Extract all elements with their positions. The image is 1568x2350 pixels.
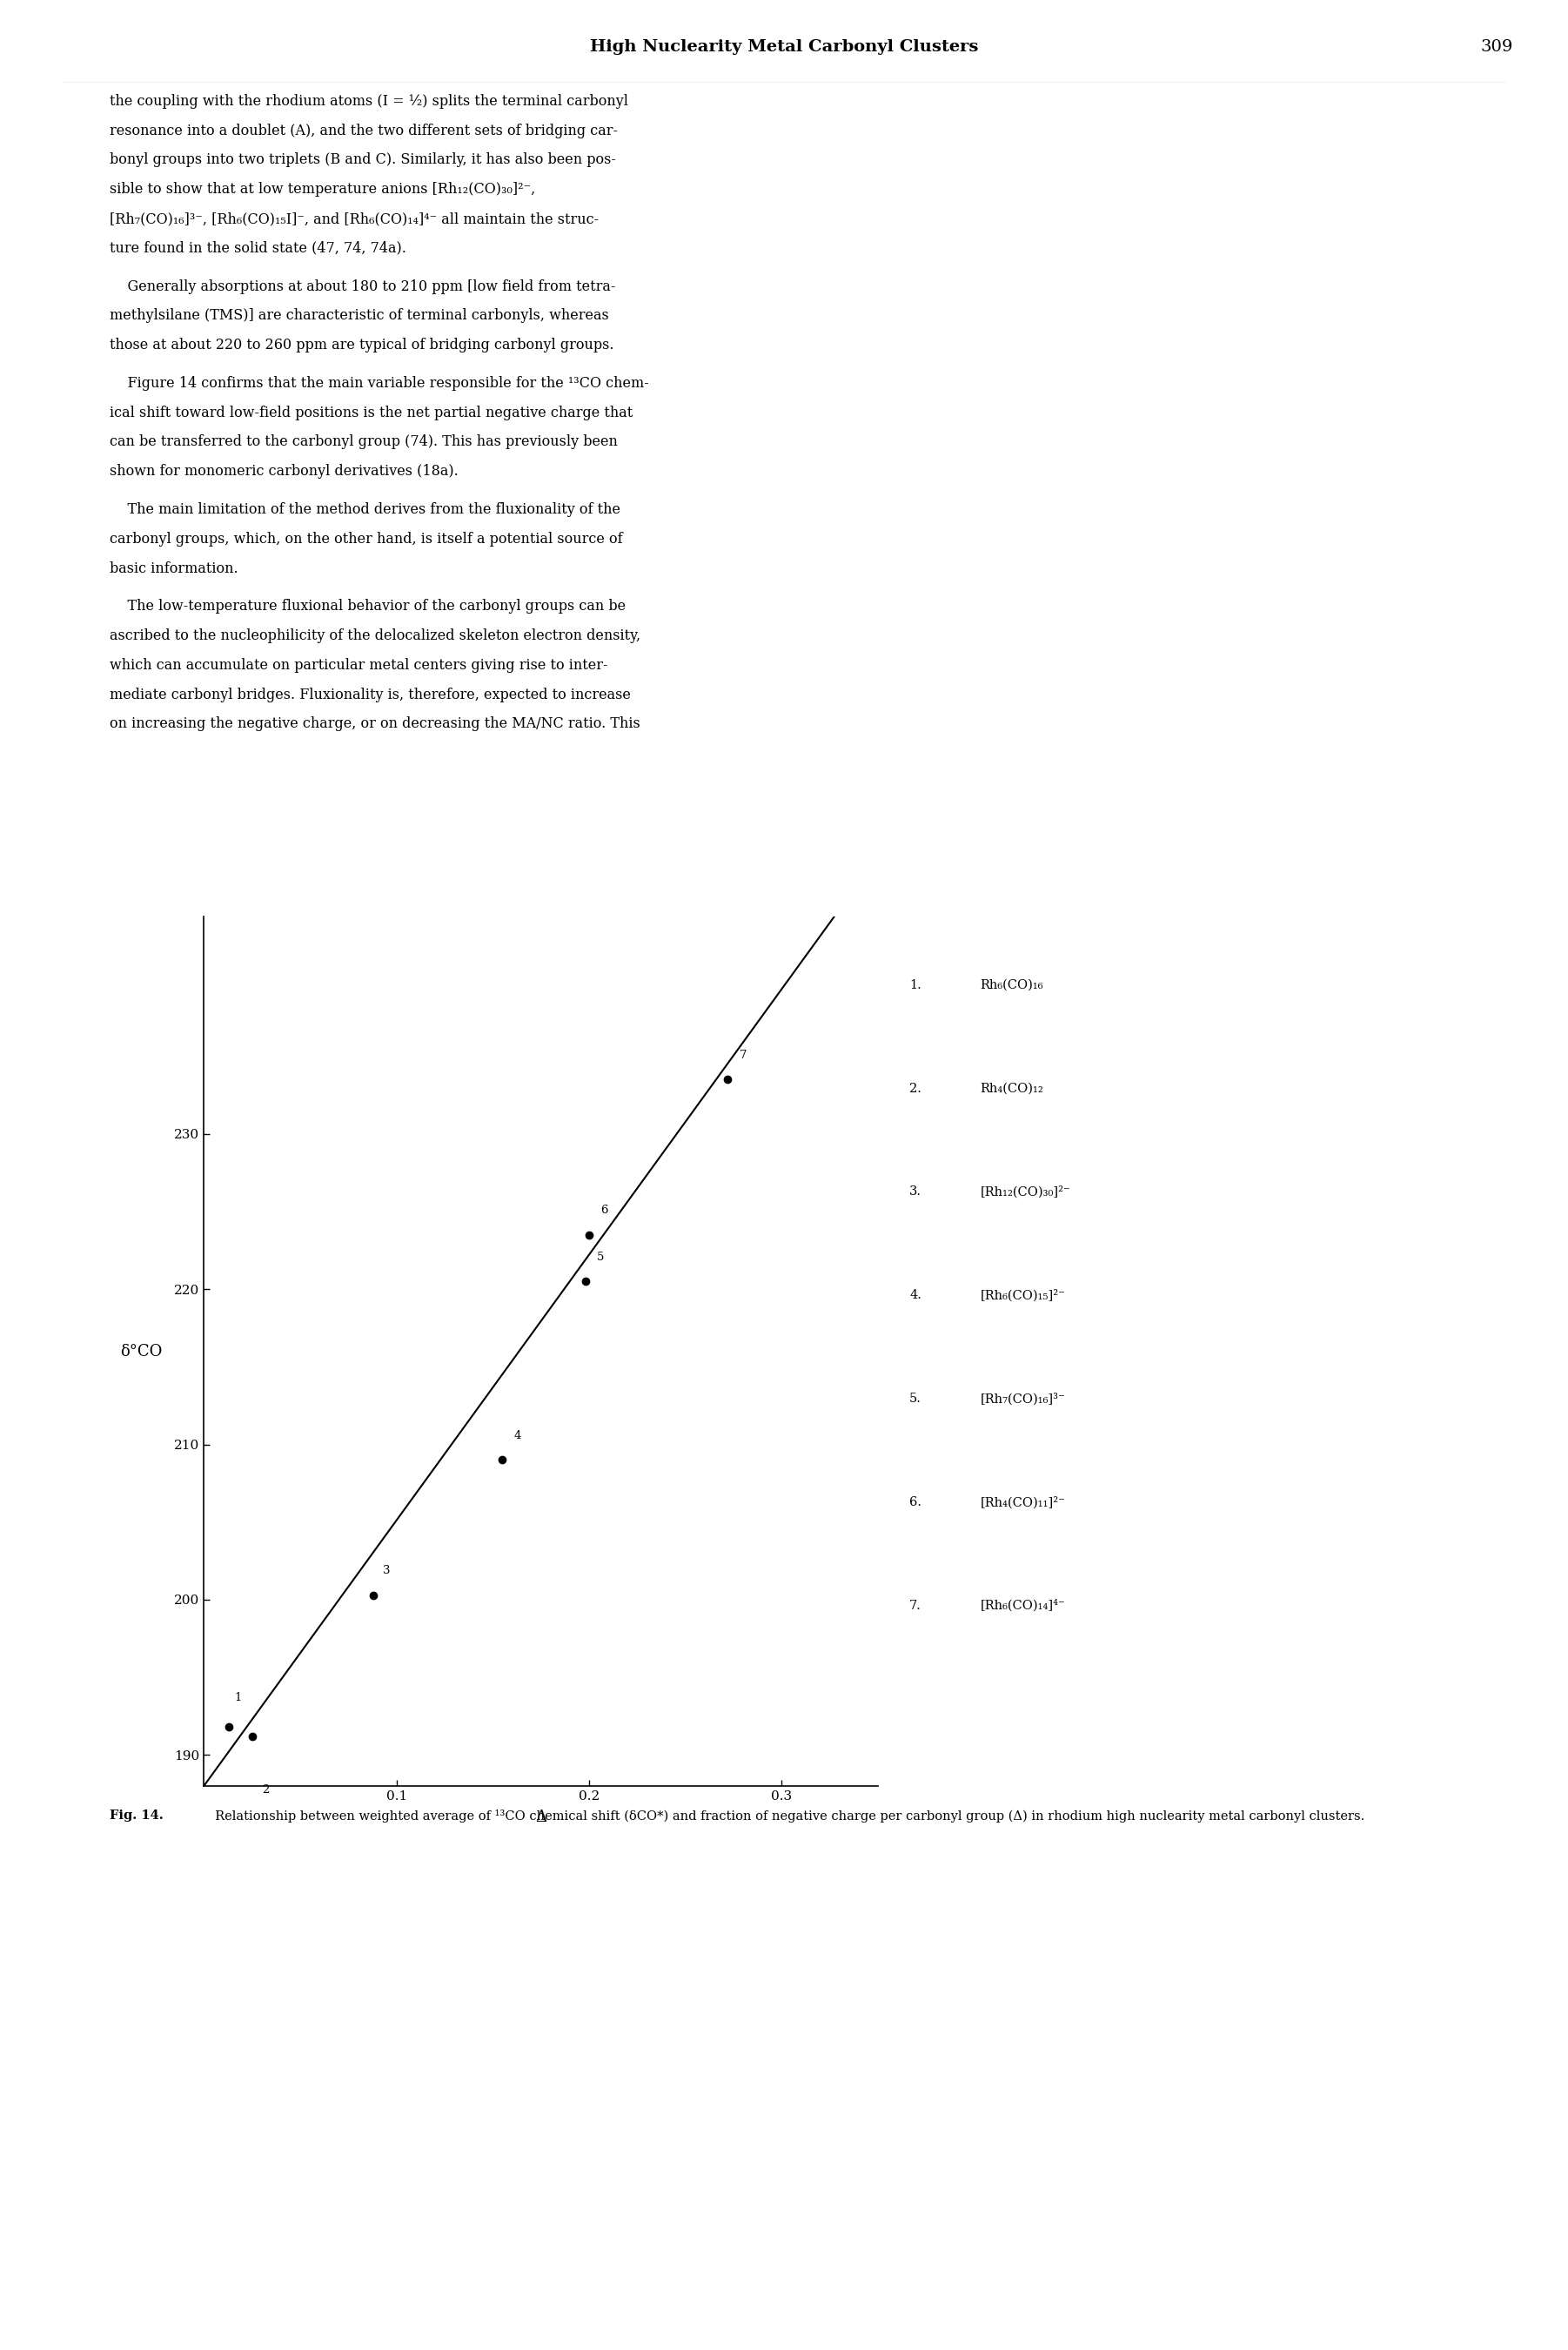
- Text: sible to show that at low temperature anions [Rh₁₂(CO)₃₀]²⁻,: sible to show that at low temperature an…: [110, 183, 536, 197]
- Text: mediate carbonyl bridges. Fluxionality is, therefore, expected to increase: mediate carbonyl bridges. Fluxionality i…: [110, 686, 630, 703]
- Text: The main limitation of the method derives from the fluxionality of the: The main limitation of the method derive…: [110, 503, 621, 517]
- Text: ture found in the solid state (47, 74, 74a).: ture found in the solid state (47, 74, 7…: [110, 242, 406, 256]
- Text: on increasing the negative charge, or on decreasing the MA/NC ratio. This: on increasing the negative charge, or on…: [110, 717, 640, 731]
- Text: methylsilane (TMS)] are characteristic of terminal carbonyls, whereas: methylsilane (TMS)] are characteristic o…: [110, 308, 608, 324]
- Text: 2: 2: [262, 1784, 270, 1795]
- Text: 4.: 4.: [909, 1290, 922, 1302]
- Text: [Rh₇(CO)₁₆]³⁻, [Rh₆(CO)₁₅I]⁻, and [Rh₆(CO)₁₄]⁴⁻ all maintain the struc-: [Rh₇(CO)₁₆]³⁻, [Rh₆(CO)₁₅I]⁻, and [Rh₆(C…: [110, 212, 599, 226]
- Text: Figure 14 confirms that the main variable responsible for the ¹³CO chem-: Figure 14 confirms that the main variabl…: [110, 376, 649, 390]
- Text: the coupling with the rhodium atoms (I = ½) splits the terminal carbonyl: the coupling with the rhodium atoms (I =…: [110, 94, 629, 108]
- Text: 1.: 1.: [909, 980, 922, 992]
- Text: [Rh₁₂(CO)₃₀]²⁻: [Rh₁₂(CO)₃₀]²⁻: [980, 1187, 1071, 1198]
- Text: Fig. 14.: Fig. 14.: [110, 1810, 163, 1821]
- Text: [Rh₆(CO)₁₄]⁴⁻: [Rh₆(CO)₁₄]⁴⁻: [980, 1600, 1065, 1612]
- Text: The low-temperature fluxional behavior of the carbonyl groups can be: The low-temperature fluxional behavior o…: [110, 599, 626, 613]
- Text: 309: 309: [1480, 40, 1513, 54]
- Text: Rh₄(CO)₁₂: Rh₄(CO)₁₂: [980, 1083, 1043, 1095]
- Text: Rh₆(CO)₁₆: Rh₆(CO)₁₆: [980, 980, 1043, 992]
- Text: 7: 7: [740, 1050, 746, 1060]
- Text: 6.: 6.: [909, 1497, 922, 1509]
- Text: 4: 4: [514, 1431, 521, 1441]
- Text: which can accumulate on particular metal centers giving rise to inter-: which can accumulate on particular metal…: [110, 658, 608, 672]
- Text: can be transferred to the carbonyl group (74). This has previously been: can be transferred to the carbonyl group…: [110, 435, 618, 449]
- Text: 5: 5: [597, 1253, 604, 1262]
- Text: Generally absorptions at about 180 to 210 ppm [low field from tetra-: Generally absorptions at about 180 to 21…: [110, 280, 616, 294]
- Text: Relationship between weighted average of ¹³CO chemical shift (δCO*) and fraction: Relationship between weighted average of…: [207, 1810, 1364, 1824]
- Text: 1: 1: [235, 1692, 241, 1704]
- Text: 6: 6: [601, 1206, 608, 1217]
- Y-axis label: δ°CO: δ°CO: [121, 1344, 162, 1358]
- Text: High Nuclearity Metal Carbonyl Clusters: High Nuclearity Metal Carbonyl Clusters: [590, 40, 978, 54]
- Text: 7.: 7.: [909, 1600, 922, 1612]
- Text: 3.: 3.: [909, 1187, 922, 1198]
- X-axis label: Δ: Δ: [535, 1810, 547, 1826]
- Text: carbonyl groups, which, on the other hand, is itself a potential source of: carbonyl groups, which, on the other han…: [110, 531, 622, 548]
- Text: ical shift toward low-field positions is the net partial negative charge that: ical shift toward low-field positions is…: [110, 404, 633, 421]
- Text: bonyl groups into two triplets (B and C). Similarly, it has also been pos-: bonyl groups into two triplets (B and C)…: [110, 153, 616, 167]
- Text: [Rh₆(CO)₁₅]²⁻: [Rh₆(CO)₁₅]²⁻: [980, 1290, 1065, 1302]
- Text: basic information.: basic information.: [110, 562, 238, 576]
- Text: resonance into a doublet (A), and the two different sets of bridging car-: resonance into a doublet (A), and the tw…: [110, 125, 618, 139]
- Text: [Rh₇(CO)₁₆]³⁻: [Rh₇(CO)₁₆]³⁻: [980, 1394, 1065, 1405]
- Text: 3: 3: [383, 1565, 390, 1577]
- Text: shown for monomeric carbonyl derivatives (18a).: shown for monomeric carbonyl derivatives…: [110, 463, 458, 479]
- Text: ascribed to the nucleophilicity of the delocalized skeleton electron density,: ascribed to the nucleophilicity of the d…: [110, 627, 641, 644]
- Text: 2.: 2.: [909, 1083, 922, 1095]
- Text: 5.: 5.: [909, 1394, 922, 1405]
- Text: those at about 220 to 260 ppm are typical of bridging carbonyl groups.: those at about 220 to 260 ppm are typica…: [110, 338, 615, 352]
- Text: [Rh₄(CO)₁₁]²⁻: [Rh₄(CO)₁₁]²⁻: [980, 1497, 1065, 1509]
